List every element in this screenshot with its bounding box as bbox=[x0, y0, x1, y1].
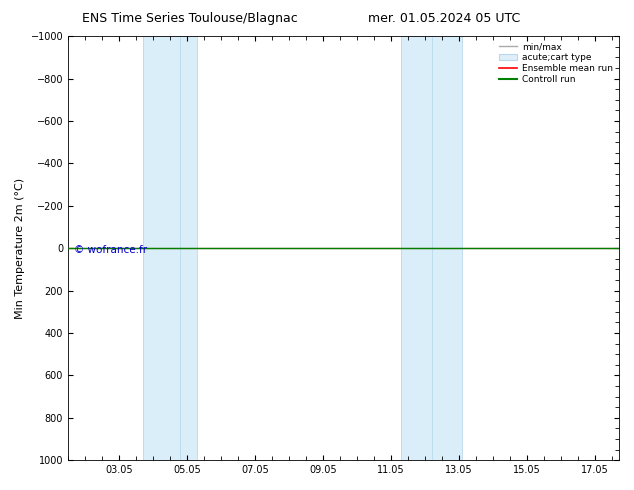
Bar bbox=[401, 36, 462, 460]
Legend: min/max, acute;cart type, Ensemble mean run, Controll run: min/max, acute;cart type, Ensemble mean … bbox=[497, 41, 614, 86]
Y-axis label: Min Temperature 2m (°C): Min Temperature 2m (°C) bbox=[15, 177, 25, 318]
Bar bbox=[143, 36, 197, 460]
Text: mer. 01.05.2024 05 UTC: mer. 01.05.2024 05 UTC bbox=[368, 12, 520, 25]
Text: ENS Time Series Toulouse/Blagnac: ENS Time Series Toulouse/Blagnac bbox=[82, 12, 298, 25]
Text: © wofrance.fr: © wofrance.fr bbox=[74, 245, 146, 255]
